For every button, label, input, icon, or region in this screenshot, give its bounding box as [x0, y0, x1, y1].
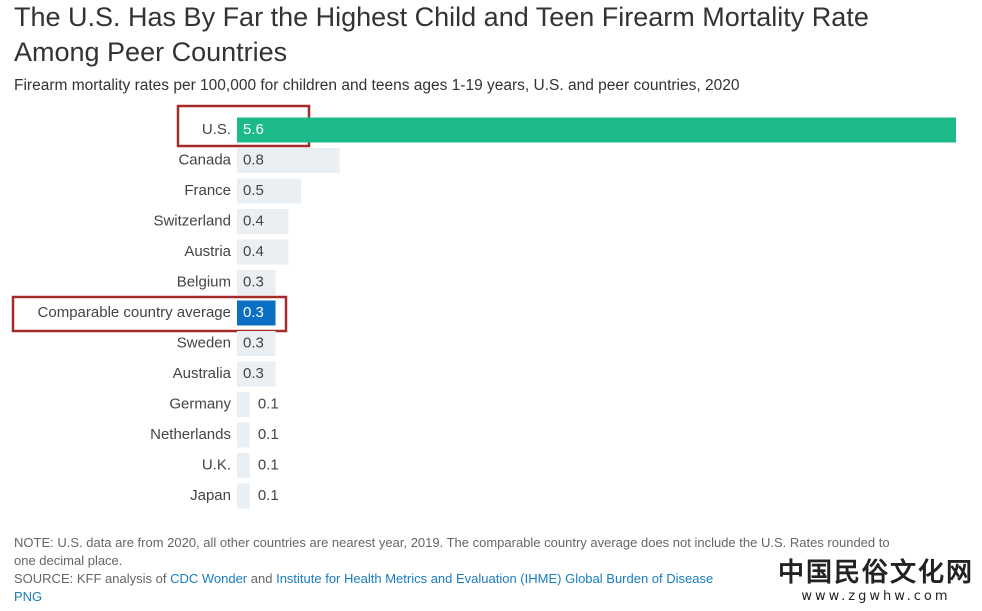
bar — [237, 148, 340, 173]
highlight-box — [11, 295, 288, 333]
value-label: 0.1 — [258, 456, 279, 473]
value-label: 0.3 — [243, 304, 264, 321]
category-label: Belgium — [177, 273, 231, 290]
value-label: 5.6 — [243, 121, 264, 138]
category-label: Japan — [190, 487, 231, 504]
category-label: Austria — [184, 243, 231, 260]
bar — [237, 239, 289, 265]
source-text: and — [250, 571, 273, 586]
value-label: 0.1 — [258, 487, 279, 504]
value-label: 0.3 — [243, 334, 264, 351]
watermark-text: 中国民俗文化网 — [777, 558, 974, 588]
source-link[interactable]: PNG — [14, 589, 43, 604]
bar — [237, 209, 289, 234]
bar — [237, 178, 302, 204]
category-label: France — [184, 182, 231, 199]
category-label: Comparable country average — [38, 304, 231, 321]
chart-title: The U.S. Has By Far the Highest Child an… — [14, 2, 869, 67]
category-label: Netherlands — [150, 426, 231, 443]
value-label: 0.4 — [243, 212, 264, 229]
source-link[interactable]: CDC Wonder — [170, 571, 248, 586]
bar — [237, 453, 250, 478]
chart-subtitle: Firearm mortality rates per 100,000 for … — [14, 77, 740, 94]
notes: NOTE: U.S. data are from 2020, all other… — [14, 534, 894, 606]
bar — [237, 270, 276, 295]
category-label: Germany — [169, 395, 231, 412]
bar — [237, 361, 276, 387]
value-label: 0.4 — [243, 243, 264, 260]
source-link[interactable]: Institute for Health Metrics and Evaluat… — [276, 571, 714, 586]
category-label: Switzerland — [153, 212, 231, 229]
source: SOURCE: KFF analysis of CDC Wonder and I… — [14, 570, 894, 606]
category-label: Canada — [178, 151, 231, 168]
category-label: Australia — [173, 365, 232, 382]
bar — [237, 331, 276, 356]
value-label: 0.1 — [258, 395, 279, 412]
category-label: U.S. — [202, 121, 231, 138]
bar — [237, 300, 276, 326]
category-label: U.K. — [202, 456, 231, 473]
value-label: 0.8 — [243, 151, 264, 168]
chart: U.S. 5.6 Canada 0.8 France 0.5 Switzerland 0.4 A… — [11, 104, 956, 509]
source-text: SOURCE: KFF analysis of — [14, 571, 167, 586]
value-label: 0.1 — [258, 426, 279, 443]
watermark: 中国民俗文化网 www.zgwhw.com — [778, 552, 974, 604]
value-label: 0.3 — [243, 365, 264, 382]
category-label: Sweden — [177, 334, 231, 351]
value-label: 0.5 — [243, 182, 264, 199]
bar — [237, 483, 250, 509]
note: NOTE: U.S. data are from 2020, all other… — [14, 535, 890, 568]
bar — [237, 422, 250, 448]
bar — [237, 117, 956, 143]
value-label: 0.3 — [243, 273, 264, 290]
watermark-url: www.zgwhw.com — [801, 589, 951, 604]
bar — [237, 392, 250, 417]
